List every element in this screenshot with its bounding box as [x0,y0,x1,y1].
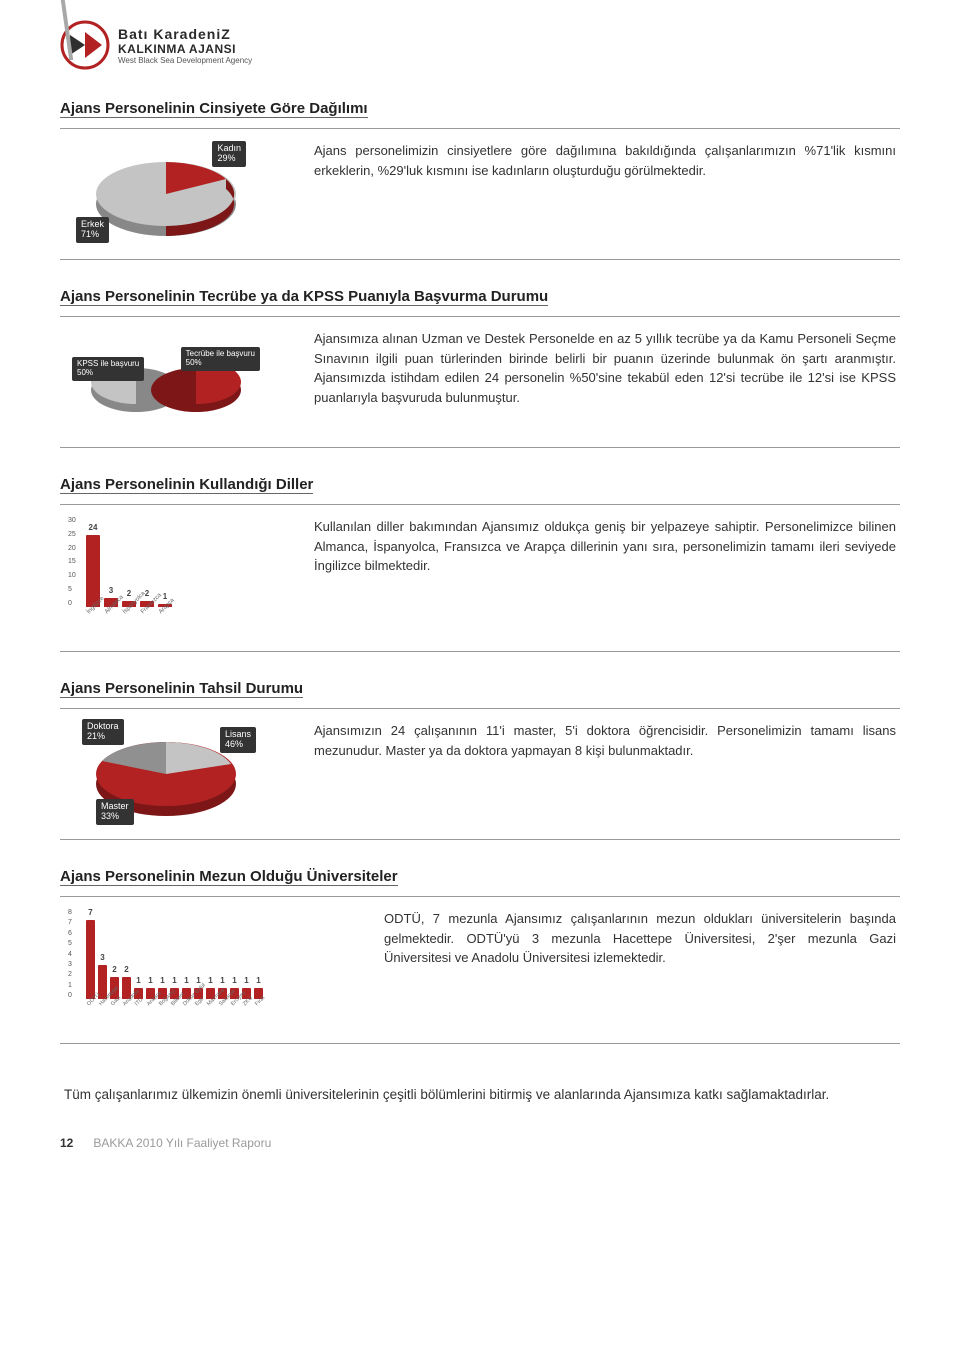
pie-chart-gender: Kadın 29% Erkek 71% [60,133,290,255]
bar-value: 1 [184,976,188,985]
x-labels: İngilizceAlmancaİspanyolcaFransızcaArapç… [68,611,274,639]
logo-line2: KALKINMA AJANSI [118,42,252,56]
bar-chart-universities: 876543210732211111111111ODTÜHacettepeGaz… [60,901,360,1039]
section-text: ODTÜ, 7 mezunla Ajansımız çalışanlarının… [380,901,900,976]
bar-value: 2 [124,965,128,974]
slice-value: 71% [81,229,99,239]
header-logo: Batı KaradeniZ KALKINMA AJANSI West Blac… [60,20,900,70]
section-text: Ajansımızın 24 çalışanının 11'i master, … [310,713,900,768]
bar-value: 1 [172,976,176,985]
bar: 7 [86,920,95,999]
section-education: Ajans Personelinin Tahsil Durumu Doktora… [60,680,900,840]
slice-value: 33% [101,811,119,821]
y-tick: 5 [68,940,72,947]
bar-value: 1 [244,976,248,985]
bar-value: 24 [89,523,98,532]
pie-label-erkek: Erkek 71% [76,217,109,243]
section-row: KPSS ile başvuru 50% Tecrübe ile başvuru… [60,316,900,448]
section-row: Doktora 21% Lisans 46% Master 33% Ajansı… [60,708,900,840]
section-text: Kullanılan diller bakımından Ajansımız o… [310,509,900,584]
bar-row: 876543210732211111111111 [68,909,274,999]
y-tick: 25 [68,531,76,538]
pie-label-tecrube: Tecrübe ile başvuru 50% [181,347,260,371]
bar-value: 1 [220,976,224,985]
section-universities: Ajans Personelinin Mezun Olduğu Üniversi… [60,868,900,1044]
y-axis: 8 7 6 5 4 3 2 1 0 [68,909,72,999]
section-text: Ajansımıza alınan Uzman ve Destek Person… [310,321,900,415]
pie-label-doktora: Doktora 21% [82,719,124,745]
bar-value: 1 [208,976,212,985]
slice-label: Kadın [217,143,241,153]
slice-value: 50% [186,358,202,367]
y-tick: 3 [68,961,72,968]
bar-value: 1 [160,976,164,985]
bar-value: 1 [256,976,260,985]
section-kpss: Ajans Personelinin Tecrübe ya da KPSS Pu… [60,288,900,448]
slice-value: 29% [217,153,235,163]
pie-label-kadin: Kadın 29% [212,141,246,167]
y-tick: 0 [68,600,76,607]
y-tick: 10 [68,572,76,579]
slice-value: 21% [87,731,105,741]
section-text: Ajans personelimizin cinsiyetlere göre d… [310,133,900,188]
slice-label: Doktora [87,721,119,731]
pie-chart-education: Doktora 21% Lisans 46% Master 33% [60,713,290,835]
y-tick: 2 [68,971,72,978]
y-tick: 30 [68,517,76,524]
logo-line1: Batı KaradeniZ [118,26,252,42]
bar-value: 1 [163,592,167,601]
bar-value: 1 [232,976,236,985]
section-row: Kadın 29% Erkek 71% Ajans personelimizin… [60,128,900,260]
section-title: Ajans Personelinin Cinsiyete Göre Dağılı… [60,100,368,118]
pie-label-lisans: Lisans 46% [220,727,256,753]
bar-value: 2 [112,965,116,974]
section-gender: Ajans Personelinin Cinsiyete Göre Dağılı… [60,100,900,260]
y-tick: 6 [68,930,72,937]
section-row: 302520151050243221İngilizceAlmancaİspany… [60,504,900,652]
logo-text: Batı KaradeniZ KALKINMA AJANSI West Blac… [118,26,252,65]
section-title: Ajans Personelinin Tecrübe ya da KPSS Pu… [60,288,548,306]
y-tick: 7 [68,919,72,926]
bar-value: 1 [136,976,140,985]
bar: 24 [86,535,100,607]
section-title: Ajans Personelinin Tahsil Durumu [60,680,303,698]
pie-label-kpss: KPSS ile başvuru 50% [72,357,144,381]
y-axis: 30 25 20 15 10 5 0 [68,517,76,607]
bar-value: 3 [100,953,104,962]
bar-value: 1 [148,976,152,985]
footer-text: BAKKA 2010 Yılı Faaliyet Raporu [93,1136,271,1150]
x-labels: ODTÜHacettepeGaziAnadoluİTÜAnkaraBoğaziç… [68,1003,274,1031]
y-tick: 4 [68,951,72,958]
bar-chart-languages: 302520151050243221İngilizceAlmancaİspany… [60,509,290,647]
section-languages: Ajans Personelinin Kullandığı Diller 302… [60,476,900,652]
section-title: Ajans Personelinin Kullandığı Diller [60,476,313,494]
slice-label: KPSS ile başvuru [77,359,139,368]
section-row: 876543210732211111111111ODTÜHacettepeGaz… [60,896,900,1044]
y-tick: 5 [68,586,76,593]
slice-label: Master [101,801,129,811]
bar-row: 302520151050243221 [68,517,274,607]
bar-value: 7 [88,908,92,917]
pie-chart-kpss: KPSS ile başvuru 50% Tecrübe ile başvuru… [60,321,290,443]
pie-label-master: Master 33% [96,799,134,825]
slice-label: Erkek [81,219,104,229]
section-title: Ajans Personelinin Mezun Olduğu Üniversi… [60,868,398,886]
page: Batı KaradeniZ KALKINMA AJANSI West Blac… [0,0,960,1170]
closing-text: Tüm çalışanlarımız ülkemizin önemli üniv… [60,1084,900,1106]
slice-value: 46% [225,739,243,749]
page-number: 12 [60,1136,73,1150]
y-tick: 20 [68,545,76,552]
y-tick: 1 [68,982,72,989]
slice-label: Tecrübe ile başvuru [186,349,255,358]
bar-value: 3 [109,586,113,595]
slice-value: 50% [77,368,93,377]
slice-label: Lisans [225,729,251,739]
y-tick: 8 [68,909,72,916]
bar-value: 2 [127,589,131,598]
y-tick: 0 [68,992,72,999]
y-tick: 15 [68,558,76,565]
page-footer: 12 BAKKA 2010 Yılı Faaliyet Raporu [60,1136,900,1150]
logo-line3: West Black Sea Development Agency [118,56,252,65]
